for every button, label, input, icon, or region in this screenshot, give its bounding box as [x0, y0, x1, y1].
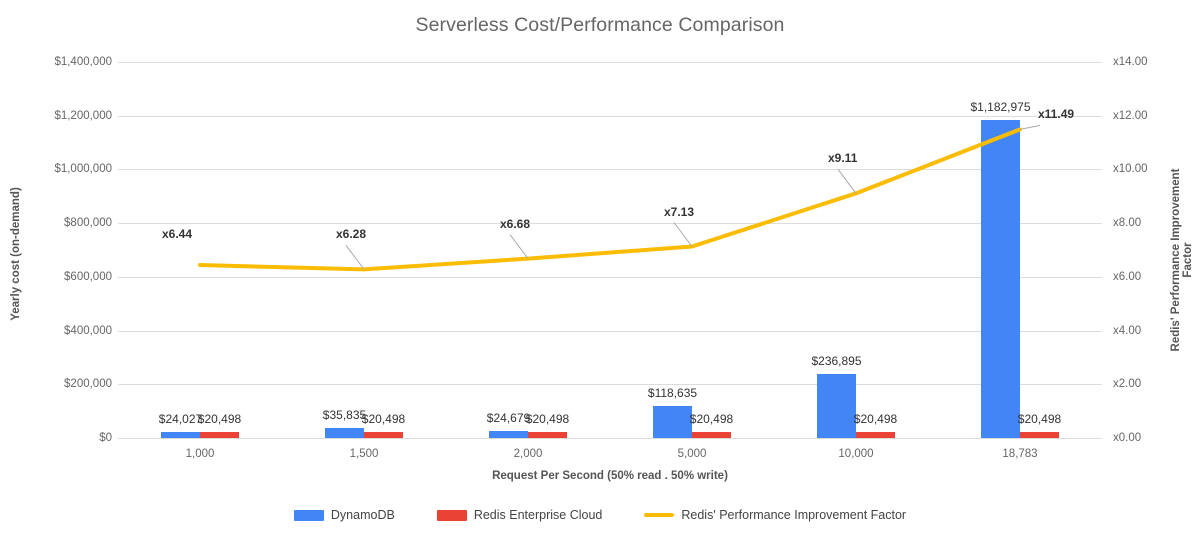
y-axis-tick-label-left: $0	[99, 432, 112, 444]
legend-color-swatch	[293, 509, 324, 521]
bar-value-label: $236,895	[811, 354, 862, 369]
bar[interactable]	[856, 432, 895, 438]
y-axis-tick-label-left: $1,200,000	[54, 109, 112, 122]
legend-label: DynamoDB	[330, 508, 395, 522]
bar-value-label: $35,835	[322, 408, 367, 423]
bar[interactable]	[528, 432, 567, 438]
leader-line	[1019, 124, 1041, 130]
gridline	[118, 115, 1102, 117]
y-axis-tick-label-left: $800,000	[64, 217, 112, 230]
leader-line	[509, 234, 529, 259]
bar[interactable]	[1020, 432, 1059, 438]
y-axis-tick-label-right: x0.00	[1113, 432, 1142, 444]
y-axis-title-right: Redis' Performance Improvement Factor	[1170, 168, 1194, 352]
line-value-label: x6.44	[162, 227, 193, 242]
legend-item[interactable]: Redis Enterprise Cloud	[436, 508, 603, 522]
y-axis-tick-label-left: $1,400,000	[54, 56, 112, 68]
line-value-label: x7.13	[664, 204, 695, 219]
bar[interactable]	[161, 431, 200, 438]
y-axis-tick-label-right: x8.00	[1113, 217, 1142, 230]
bar[interactable]	[817, 374, 856, 438]
gridline	[118, 223, 1102, 225]
legend-item[interactable]: Redis' Performance Improvement Factor	[644, 508, 906, 522]
bar-value-label: $118,635	[647, 386, 698, 401]
y-axis-tick-label-left: $200,000	[64, 378, 112, 391]
bar[interactable]	[489, 431, 528, 438]
legend-item[interactable]: DynamoDB	[293, 508, 395, 522]
line-value-label: x6.68	[500, 216, 531, 231]
bar-value-label: $20,498	[197, 412, 242, 427]
x-axis-tick-label: 1,500	[349, 448, 379, 460]
bar-value-label: $1,182,975	[970, 100, 1031, 115]
bar-value-label: $24,679	[486, 411, 531, 426]
line-series-path	[198, 127, 1022, 272]
legend-label: Redis Enterprise Cloud	[473, 508, 603, 522]
line-value-label: x9.11	[828, 151, 858, 166]
legend-color-swatch	[436, 509, 467, 521]
bar-value-label: $20,498	[1017, 412, 1062, 427]
leader-line	[673, 222, 693, 247]
y-axis-tick-label-right: x4.00	[1113, 324, 1142, 337]
leader-line	[837, 169, 857, 194]
y-axis-tick-label-right: x2.00	[1113, 378, 1142, 391]
chart-legend: DynamoDB Redis Enterprise Cloud Redis' Per…	[0, 508, 1200, 522]
y-axis-tick-label-right: x10.00	[1113, 163, 1148, 176]
y-axis-tick-label-right: x14.00	[1113, 56, 1148, 68]
y-axis-tick-label-right: x6.00	[1113, 270, 1142, 283]
legend-label: Redis' Performance Improvement Factor	[681, 508, 907, 522]
chart-title: Serverless Cost/Performance Comparison	[415, 14, 785, 36]
bar[interactable]	[364, 432, 403, 438]
bar[interactable]	[692, 432, 731, 438]
gridline	[118, 384, 1102, 386]
bar-value-label: $24,027	[158, 411, 203, 426]
gridline	[118, 330, 1102, 332]
bar[interactable]	[200, 432, 239, 438]
bar-value-label: $20,498	[361, 412, 406, 427]
bar-value-label: $20,498	[525, 412, 570, 427]
gridline	[118, 438, 1102, 439]
leader-line	[345, 245, 365, 270]
gridline	[118, 276, 1102, 278]
x-axis-tick-label: 2,000	[513, 448, 543, 460]
gridline	[118, 62, 1102, 63]
legend-line-swatch	[644, 513, 675, 517]
x-axis-title: Request Per Second (50% read . 50% write…	[492, 470, 728, 482]
bar[interactable]	[981, 120, 1020, 438]
x-axis-tick-label: 5,000	[677, 448, 707, 460]
line-value-label: x6.28	[336, 227, 367, 242]
y-axis-tick-label-left: $400,000	[64, 324, 112, 337]
y-axis-tick-label-left: $600,000	[64, 270, 112, 283]
bar-value-label: $20,498	[689, 412, 734, 427]
line-value-label: x11.49	[1038, 107, 1075, 122]
x-axis-tick-label: 1,000	[185, 448, 215, 460]
y-axis-tick-label-left: $1,000,000	[54, 163, 112, 176]
x-axis-tick-label: 18,783	[1002, 448, 1038, 460]
x-axis-tick-label: 10,000	[838, 448, 874, 460]
bar-value-label: $20,498	[853, 412, 898, 427]
bar[interactable]	[653, 406, 692, 438]
gridline	[118, 169, 1102, 171]
bar[interactable]	[325, 428, 364, 438]
y-axis-tick-label-right: x12.00	[1113, 109, 1148, 122]
